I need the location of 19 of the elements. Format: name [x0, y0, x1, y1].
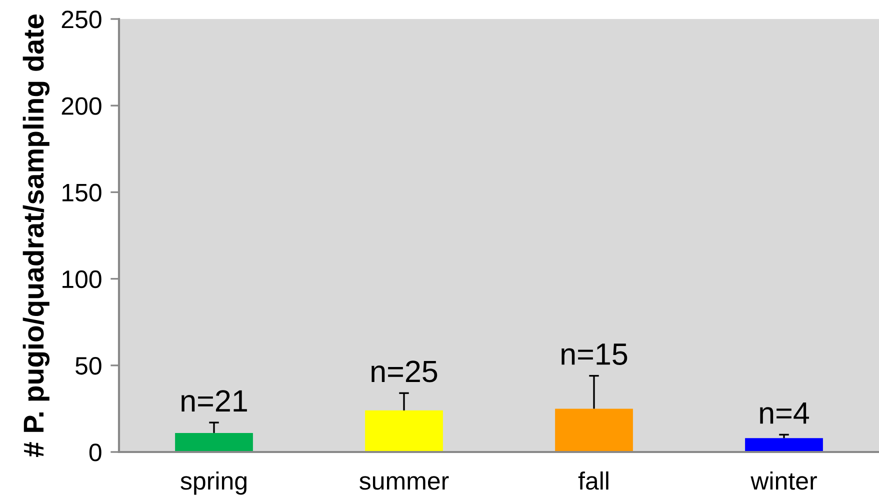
x-tick-label: spring: [180, 471, 246, 495]
y-tick-label: 0: [89, 444, 102, 462]
annotation: n=15: [562, 344, 628, 365]
y-tick-label: 250: [62, 10, 102, 28]
annotation: n=25: [372, 360, 438, 382]
x-tick-label: fall: [578, 471, 608, 490]
bar: [175, 432, 253, 452]
annotation: n=21: [182, 390, 247, 412]
bar: [365, 410, 443, 452]
x-tick-label: summer: [360, 476, 449, 490]
y-axis-title: # P. pugio/quadrat/sampling date: [22, 14, 50, 458]
y-tick-label: 50: [76, 357, 102, 375]
y-tick-label: 200: [62, 97, 102, 115]
bar: [555, 408, 633, 452]
x-tick-label: winter: [750, 471, 817, 490]
bar: [745, 438, 823, 452]
y-tick-label: 150: [62, 184, 102, 202]
annotation: n=4: [760, 402, 810, 424]
y-tick-label: 100: [62, 270, 102, 288]
